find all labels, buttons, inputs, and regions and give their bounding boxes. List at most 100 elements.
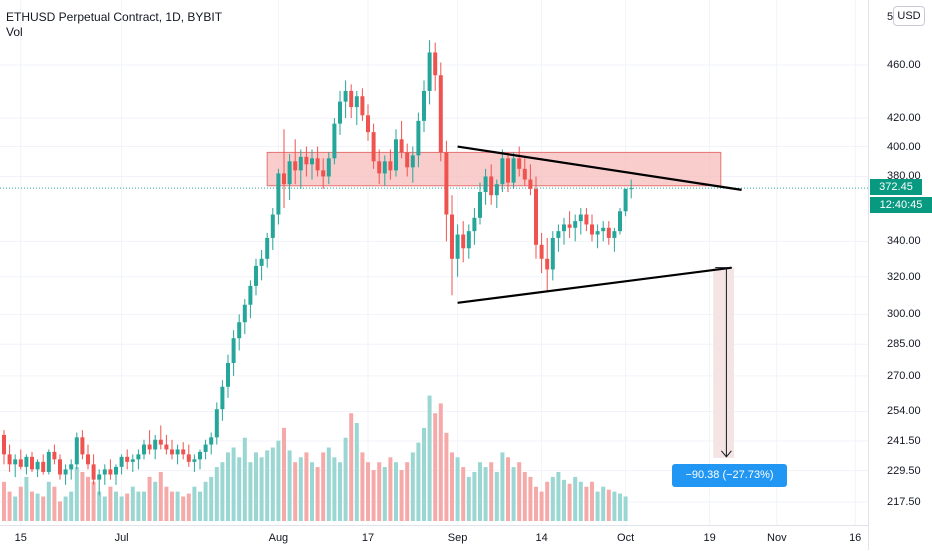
candle[interactable] [618,211,622,232]
candle[interactable] [170,449,174,455]
candle[interactable] [478,192,482,218]
candle[interactable] [74,437,79,465]
candle[interactable] [438,75,443,153]
candle[interactable] [24,456,29,467]
candle[interactable] [399,139,404,153]
upper-trendline[interactable] [457,145,742,191]
candle[interactable] [259,258,264,266]
candle[interactable] [366,115,370,133]
candle[interactable] [461,234,466,249]
candle[interactable] [522,168,527,180]
candle[interactable] [394,139,398,171]
candle[interactable] [130,459,135,462]
candle[interactable] [158,439,163,445]
candle[interactable] [545,258,550,270]
candle[interactable] [226,363,230,387]
candle[interactable] [192,459,197,462]
candle[interactable] [30,456,34,470]
candle[interactable] [629,188,634,190]
candle[interactable] [242,304,247,323]
candle[interactable] [270,214,275,238]
candle[interactable] [136,454,141,460]
candle[interactable] [573,221,578,228]
candle[interactable] [304,156,309,165]
candle[interactable] [276,173,281,215]
candle[interactable] [86,454,90,465]
candle[interactable] [534,188,538,245]
chart-pane[interactable] [0,0,868,525]
candle[interactable] [181,449,186,455]
candle[interactable] [489,176,494,196]
candle[interactable] [494,184,499,196]
resistance-zone[interactable] [266,151,722,187]
candle[interactable] [360,96,365,116]
candle[interactable] [326,158,331,177]
symbol-legend[interactable]: ETHUSD Perpetual Contract, 1D, BYBIT [6,10,223,24]
candle[interactable] [562,224,566,232]
candle[interactable] [472,217,477,232]
candle[interactable] [539,244,544,259]
candle[interactable] [114,466,118,475]
lower-trendline[interactable] [457,266,732,304]
measure-result-label[interactable]: −90.38 (−27.73%) −9038 [672,464,787,504]
candle[interactable] [606,227,611,238]
candle[interactable] [623,188,628,212]
time-scale[interactable]: 15 Jul Aug 17 Sep 14 Oct 19 Nov 16 [0,525,868,551]
candle[interactable] [41,461,46,472]
candle[interactable] [80,437,85,455]
candle[interactable] [528,179,533,189]
candle[interactable] [601,227,606,232]
candle[interactable] [483,176,488,193]
candle[interactable] [102,469,107,475]
candle[interactable] [198,451,202,460]
candle[interactable] [511,158,516,183]
candlestick-chart[interactable] [0,0,868,525]
candle[interactable] [315,158,320,171]
candle[interactable] [254,265,258,286]
candle[interactable] [567,224,572,228]
candle[interactable] [209,437,214,445]
candle[interactable] [125,456,130,462]
candle[interactable] [612,231,617,238]
candle[interactable] [321,170,326,177]
candle[interactable] [584,214,589,225]
candle[interactable] [556,231,561,238]
candle[interactable] [186,454,191,462]
candle[interactable] [349,90,354,108]
candle[interactable] [231,338,236,364]
candle[interactable] [63,469,68,475]
candle[interactable] [450,214,454,259]
candle[interactable] [282,173,286,185]
candle[interactable] [343,90,348,102]
candle[interactable] [69,464,74,470]
candle[interactable] [237,322,242,339]
candle[interactable] [388,161,393,171]
candle[interactable] [97,474,102,480]
price-scale[interactable]: 5 460.00 420.00 400.00 380.00 340.00 320.00 300… [868,0,932,550]
candle[interactable] [2,434,6,455]
candle[interactable] [298,156,303,171]
measure-area[interactable] [713,267,734,458]
candle[interactable] [517,158,522,169]
candle[interactable] [175,449,180,455]
candle[interactable] [248,285,253,305]
candle[interactable] [433,52,438,76]
candle[interactable] [382,161,387,174]
candle[interactable] [354,96,359,108]
candle[interactable] [108,469,113,475]
candle[interactable] [427,52,432,91]
candle[interactable] [506,158,510,183]
candle[interactable] [220,386,225,410]
candle[interactable] [265,237,270,259]
candle[interactable] [18,459,23,467]
candle[interactable] [377,161,382,174]
candle[interactable] [332,123,337,159]
candle[interactable] [52,451,57,460]
candle[interactable] [416,120,421,156]
candle[interactable] [147,444,152,450]
candle[interactable] [13,459,18,465]
candle[interactable] [500,158,505,185]
candle[interactable] [405,152,410,168]
candle[interactable] [578,214,583,222]
currency-button[interactable]: USD [893,6,925,26]
